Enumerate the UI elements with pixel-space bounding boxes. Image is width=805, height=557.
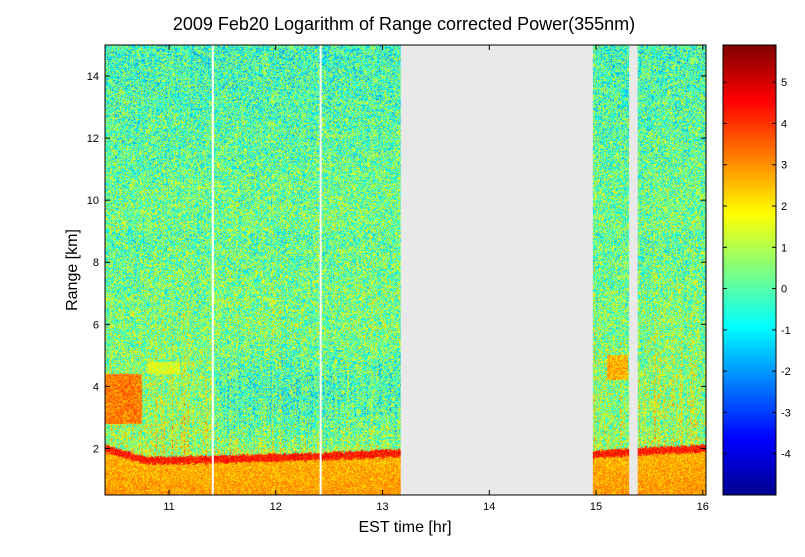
- plot-frame: [104, 44, 707, 496]
- x-tick-label: 16: [697, 501, 709, 513]
- y-tick-label: 8: [93, 257, 99, 269]
- colorbar-tick-label: -2: [781, 366, 791, 378]
- y-axis-label: Range [km]: [64, 229, 81, 311]
- colorbar-tick-label: 3: [781, 160, 787, 172]
- x-tick-label: 11: [163, 501, 174, 513]
- no-data-region: [629, 45, 638, 495]
- no-data-regions: [211, 45, 638, 495]
- x-tick-label: 12: [270, 501, 282, 513]
- x-tick-label: 14: [483, 501, 495, 513]
- colorbar-tick-label: 4: [781, 118, 787, 130]
- y-tick-label: 2: [93, 443, 99, 455]
- colorbar-tick-label: 1: [781, 242, 787, 254]
- colorbar-tick-label: 0: [781, 284, 787, 296]
- y-tick-label: 14: [87, 71, 99, 83]
- blank-profile-line: [319, 45, 322, 495]
- x-tick-label: 13: [376, 501, 388, 513]
- heatmap-plot: 11 12 13 14 15 16 2 4 6 8 10 12 14: [87, 44, 709, 513]
- colorbar-tick-label: 2: [781, 201, 787, 213]
- y-tick-label: 4: [93, 381, 99, 393]
- y-axis-ticks: 2 4 6 8 10 12 14: [87, 71, 706, 455]
- chart-title: 2009 Feb20 Logarithm of Range corrected …: [173, 14, 635, 34]
- blank-profile-line: [211, 45, 214, 495]
- colorbar-frame: [722, 44, 777, 496]
- x-axis-label: EST time [hr]: [358, 519, 451, 536]
- x-axis-ticks: 11 12 13 14 15 16: [163, 45, 709, 513]
- y-tick-label: 10: [87, 195, 99, 207]
- colorbar: 5 4 3 2 1 0 -1 -2 -3 -4: [722, 44, 791, 496]
- y-tick-label: 12: [87, 133, 99, 145]
- colorbar-tick-label: -4: [781, 449, 791, 461]
- y-tick-label: 6: [93, 319, 99, 331]
- colorbar-tick-label: -1: [781, 325, 791, 337]
- x-tick-label: 15: [590, 501, 602, 513]
- colorbar-tick-label: 5: [781, 77, 787, 89]
- no-data-region: [400, 45, 593, 495]
- colorbar-ticks: 5 4 3 2 1 0 -1 -2 -3 -4: [723, 77, 791, 461]
- colorbar-tick-label: -3: [781, 407, 791, 419]
- colorbar-gradient: [723, 45, 776, 495]
